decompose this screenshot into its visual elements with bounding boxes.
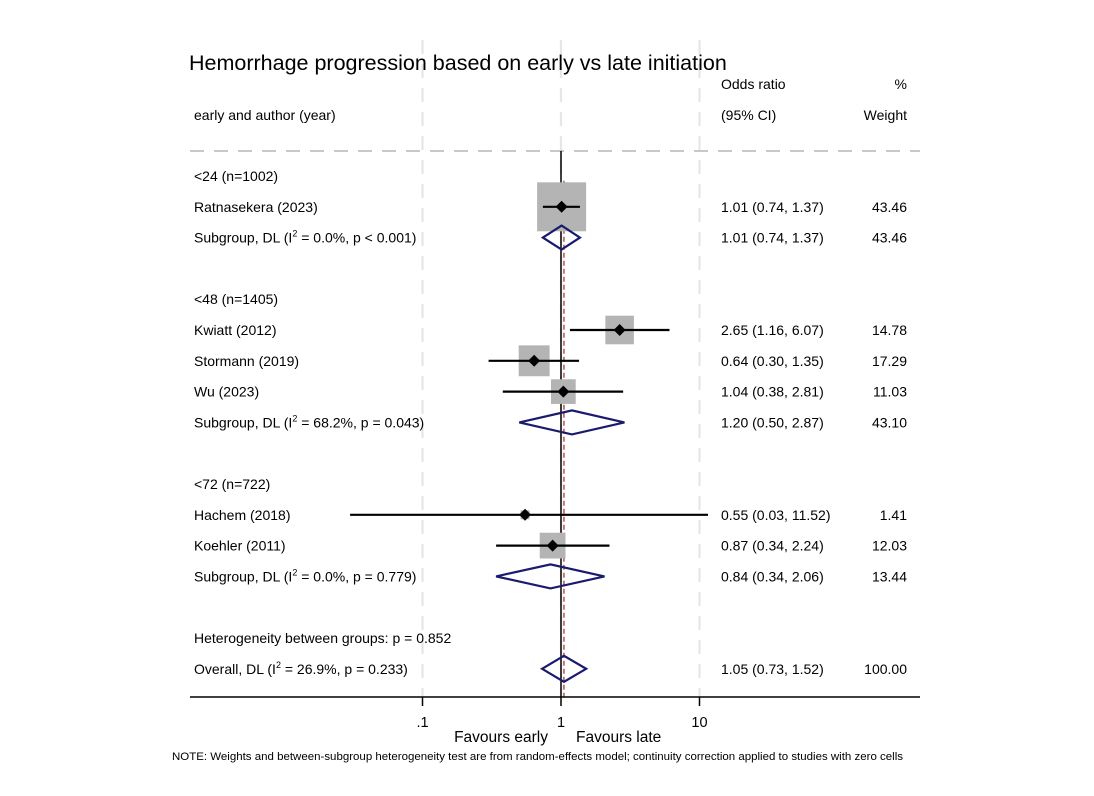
label-text: = 0.0%, p = 0.779): [297, 568, 416, 584]
point-estimate: [528, 354, 541, 367]
overall-summary-label: Overall, DL (I2 = 26.9%, p = 0.233): [194, 660, 408, 677]
subgroup-heading: <72 (n=722): [194, 476, 270, 492]
point-estimate: [557, 385, 570, 398]
heterogeneity-text: Heterogeneity between groups: p = 0.852: [194, 630, 451, 646]
subgroup-diamond: [495, 563, 605, 590]
superscript: 2: [292, 413, 297, 423]
label-text: = 0.0%, p < 0.001): [297, 230, 416, 246]
superscript: 2: [292, 229, 297, 239]
weight-value: 14.78: [872, 322, 907, 338]
x-tick-label: 10: [691, 715, 707, 731]
weight-value: 100.00: [864, 661, 907, 677]
or-ci-value: 0.64 (0.30, 1.35): [721, 353, 824, 369]
label-text: Overall, DL (I: [194, 661, 276, 677]
label-text: = 68.2%, p = 0.043): [297, 414, 424, 430]
label-text: = 26.9%, p = 0.233): [281, 661, 408, 677]
subgroup-summary-label: Subgroup, DL (I2 = 68.2%, p = 0.043): [194, 413, 424, 430]
or-ci-value: 1.01 (0.74, 1.37): [721, 230, 824, 246]
or-column-header-line2: (95% CI): [721, 107, 776, 123]
label-text: Subgroup, DL (I: [194, 414, 292, 430]
subgroup-summary-label: Subgroup, DL (I2 = 0.0%, p = 0.779): [194, 567, 416, 584]
weight-value: 11.03: [873, 384, 907, 400]
label-text: Subgroup, DL (I: [194, 230, 292, 246]
point-estimate: [555, 200, 568, 213]
label-text: Subgroup, DL (I: [194, 568, 292, 584]
or-ci-value: 1.05 (0.73, 1.52): [721, 661, 824, 677]
weight-value: 12.03: [872, 538, 907, 554]
or-ci-value: 2.65 (1.16, 6.07): [721, 322, 824, 338]
point-estimate: [519, 508, 532, 521]
or-ci-value: 0.55 (0.03, 11.52): [721, 507, 830, 523]
marks-layer: [350, 182, 709, 684]
x-tick-label: .1: [416, 715, 428, 731]
x-axis-ticks: .1 1 10: [416, 697, 708, 731]
weight-value: 1.41: [880, 507, 907, 523]
weight-column-header-line1: %: [895, 76, 907, 92]
superscript: 2: [276, 660, 281, 670]
grid-layer: [421, 40, 701, 697]
text-layer: <24 (n=1002) Ratnasekera (2023) 1.01 (0.74…: [194, 168, 907, 677]
weight-value: 43.46: [872, 230, 907, 246]
or-ci-value: 1.01 (0.74, 1.37): [721, 199, 824, 215]
weight-value: 43.46: [872, 199, 907, 215]
or-ci-value: 1.04 (0.38, 2.81): [721, 384, 824, 400]
subgroup-diamond: [540, 224, 582, 251]
weight-column-header-line2: Weight: [864, 107, 907, 123]
or-column-header-line1: Odds ratio: [721, 76, 786, 92]
subgroup-heading: <48 (n=1405): [194, 291, 278, 307]
study-label: Ratnasekera (2023): [194, 199, 318, 215]
superscript: 2: [292, 567, 297, 577]
x-tick-label: 1: [557, 715, 565, 731]
subgroup-summary-label: Subgroup, DL (I2 = 0.0%, p < 0.001): [194, 229, 416, 246]
subgroup-heading: <24 (n=1002): [194, 168, 278, 184]
overall-diamond: [539, 654, 589, 684]
weight-value: 13.44: [872, 568, 907, 584]
or-ci-value: 1.20 (0.50, 2.87): [721, 414, 824, 430]
point-estimate: [613, 324, 626, 336]
study-label: Kwiatt (2012): [194, 322, 276, 338]
favours-right-label: Favours late: [576, 729, 661, 746]
point-estimate: [546, 539, 559, 552]
study-label: Hachem (2018): [194, 507, 291, 523]
or-ci-value: 0.84 (0.34, 2.06): [721, 568, 824, 584]
study-label: Stormann (2019): [194, 353, 299, 369]
footnote: NOTE: Weights and between-subgroup heter…: [172, 751, 904, 763]
study-column-header: early and author (year): [194, 107, 336, 123]
or-ci-value: 0.87 (0.34, 2.24): [721, 538, 824, 554]
weight-value: 43.10: [872, 414, 907, 430]
favours-left-label: Favours early: [454, 729, 548, 746]
weight-value: 17.29: [872, 353, 907, 369]
study-label: Wu (2023): [194, 384, 259, 400]
chart-title: Hemorrhage progression based on early vs…: [189, 51, 727, 75]
subgroup-diamond: [519, 409, 625, 436]
study-label: Koehler (2011): [194, 538, 286, 554]
